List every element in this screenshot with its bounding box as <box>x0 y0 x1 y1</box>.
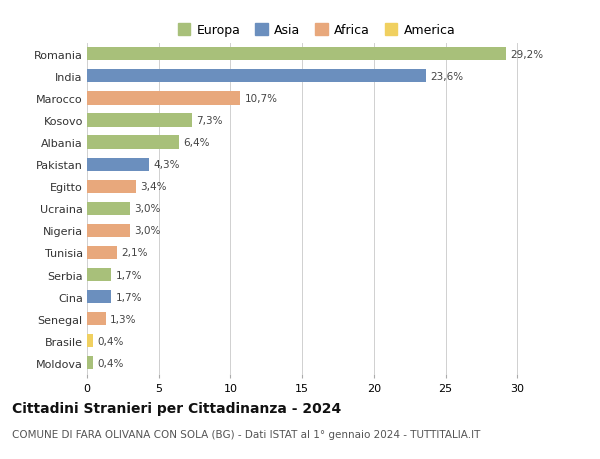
Bar <box>87 335 93 347</box>
Text: 29,2%: 29,2% <box>510 50 543 60</box>
Text: 1,7%: 1,7% <box>116 270 142 280</box>
Bar <box>87 246 117 259</box>
Legend: Europa, Asia, Africa, America: Europa, Asia, Africa, America <box>175 22 458 40</box>
Bar <box>87 48 506 61</box>
Bar <box>87 158 149 171</box>
Bar <box>87 70 425 83</box>
Bar <box>87 136 179 149</box>
Bar <box>87 313 106 325</box>
Bar <box>87 202 130 215</box>
Text: 7,3%: 7,3% <box>196 116 223 126</box>
Text: 6,4%: 6,4% <box>183 138 209 148</box>
Text: 2,1%: 2,1% <box>121 248 148 258</box>
Text: 23,6%: 23,6% <box>430 72 463 82</box>
Bar <box>87 224 130 237</box>
Text: 10,7%: 10,7% <box>245 94 278 104</box>
Bar <box>87 357 93 369</box>
Bar <box>87 269 112 281</box>
Text: Cittadini Stranieri per Cittadinanza - 2024: Cittadini Stranieri per Cittadinanza - 2… <box>12 402 341 415</box>
Text: 3,4%: 3,4% <box>140 182 167 192</box>
Text: COMUNE DI FARA OLIVANA CON SOLA (BG) - Dati ISTAT al 1° gennaio 2024 - TUTTITALI: COMUNE DI FARA OLIVANA CON SOLA (BG) - D… <box>12 429 481 439</box>
Text: 0,4%: 0,4% <box>97 336 124 346</box>
Text: 1,7%: 1,7% <box>116 292 142 302</box>
Text: 4,3%: 4,3% <box>153 160 179 170</box>
Bar <box>87 180 136 193</box>
Bar <box>87 114 192 127</box>
Bar <box>87 291 112 303</box>
Bar <box>87 92 241 105</box>
Text: 0,4%: 0,4% <box>97 358 124 368</box>
Text: 3,0%: 3,0% <box>134 226 161 236</box>
Text: 1,3%: 1,3% <box>110 314 136 324</box>
Text: 3,0%: 3,0% <box>134 204 161 214</box>
